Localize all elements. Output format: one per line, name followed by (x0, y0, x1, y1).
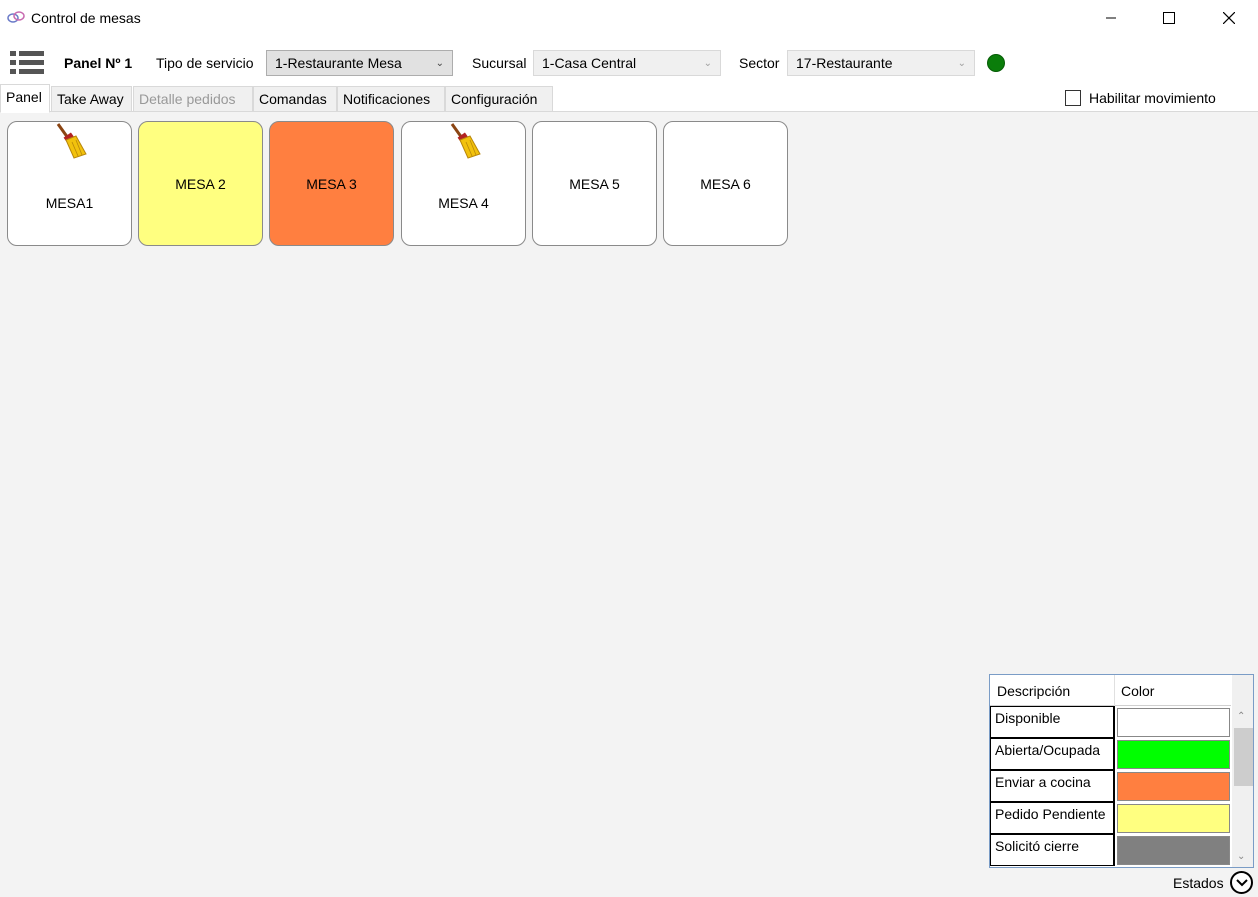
table-card-mesa5[interactable]: MESA 5 (532, 121, 657, 246)
tab-detalle-pedidos: Detalle pedidos (133, 86, 253, 112)
service-type-label: Tipo de servicio (156, 55, 254, 71)
scroll-down-icon[interactable]: ⌄ (1237, 851, 1246, 862)
branch-label: Sucursal (472, 55, 527, 71)
table-label: MESA 3 (306, 176, 357, 192)
table-card-mesa1[interactable]: MESA1 (7, 121, 132, 246)
chevron-down-icon: ⌄ (957, 58, 966, 69)
column-divider (1114, 675, 1115, 706)
legend-scrollbar[interactable]: ⌃ ⌄ (1232, 675, 1253, 867)
tab-label: Comandas (259, 91, 327, 107)
enable-movement-checkbox[interactable] (1065, 90, 1081, 106)
legend-toggle-button[interactable] (1230, 871, 1253, 894)
table-label: MESA 5 (569, 176, 620, 192)
tab-label: Take Away (57, 91, 124, 107)
legend-color-swatch (1117, 804, 1230, 833)
legend-description: Pedido Pendiente (990, 802, 1115, 834)
minimize-button[interactable] (1082, 0, 1140, 36)
list-menu-icon[interactable] (10, 50, 44, 76)
title-bar: Control de mesas (0, 0, 1258, 38)
tab-configuracion[interactable]: Configuración (445, 86, 553, 112)
maximize-button[interactable] (1140, 0, 1198, 36)
connection-status-indicator (987, 54, 1005, 72)
legend-row[interactable]: Pedido Pendiente (990, 802, 1231, 834)
chevron-down-icon (1235, 878, 1248, 886)
legend-header-color: Color (1121, 683, 1155, 699)
table-label: MESA 4 (438, 195, 489, 211)
tab-bar: Panel Take Away Detalle pedidos Comandas… (0, 84, 1258, 113)
panel-label: Panel Nº 1 (64, 55, 133, 71)
table-label: MESA 6 (700, 176, 751, 192)
tab-label: Configuración (451, 91, 538, 107)
tab-panel[interactable]: Panel (0, 84, 50, 113)
legend-description: Abierta/Ocupada (990, 738, 1115, 770)
service-type-value: 1-Restaurante Mesa (275, 55, 402, 71)
legend-row[interactable]: Solicitó cierre (990, 834, 1231, 866)
legend-description: Solicitó cierre (990, 834, 1115, 866)
broom-icon (450, 123, 481, 159)
legend-header-description: Descripción (997, 683, 1071, 699)
close-button[interactable] (1200, 0, 1258, 36)
close-icon (1223, 12, 1235, 24)
toolbar: Panel Nº 1 Tipo de servicio 1-Restaurant… (0, 38, 1258, 84)
legend-color-swatch (1117, 740, 1230, 769)
table-label: MESA1 (45, 195, 94, 211)
tab-comandas[interactable]: Comandas (253, 86, 337, 112)
broom-icon (56, 123, 87, 159)
tab-label: Panel (6, 89, 42, 105)
sector-value: 17-Restaurante (796, 55, 893, 71)
sector-select[interactable]: 17-Restaurante ⌄ (787, 50, 975, 76)
legend-description: Disponible (990, 706, 1115, 738)
maximize-icon (1163, 12, 1175, 24)
service-type-select[interactable]: 1-Restaurante Mesa ⌄ (266, 50, 453, 76)
table-card-mesa3[interactable]: MESA 3 (269, 121, 394, 246)
scrollbar-thumb[interactable] (1234, 728, 1253, 786)
tab-take-away[interactable]: Take Away (51, 86, 132, 112)
tab-notificaciones[interactable]: Notificaciones (337, 86, 445, 112)
tab-label: Notificaciones (343, 91, 431, 107)
legend-description: Enviar a cocina (990, 770, 1115, 802)
branch-select[interactable]: 1-Casa Central ⌄ (533, 50, 721, 76)
enable-movement-label: Habilitar movimiento (1089, 90, 1216, 106)
legend-header: Descripción Color (990, 675, 1231, 706)
legend-color-swatch (1117, 708, 1230, 737)
table-card-mesa6[interactable]: MESA 6 (663, 121, 788, 246)
scroll-up-icon[interactable]: ⌃ (1237, 711, 1246, 722)
minimize-icon (1106, 17, 1116, 19)
legend-toggle-label: Estados (1173, 875, 1224, 891)
window-title: Control de mesas (31, 10, 141, 26)
chevron-down-icon: ⌄ (435, 58, 444, 69)
legend-row[interactable]: Enviar a cocina (990, 770, 1231, 802)
legend-color-swatch (1117, 836, 1230, 865)
enable-movement-toggle[interactable]: Habilitar movimiento (1065, 90, 1216, 106)
chevron-down-icon: ⌄ (703, 58, 712, 69)
tab-label: Detalle pedidos (139, 91, 236, 107)
app-icon (7, 11, 25, 23)
table-card-mesa2[interactable]: MESA 2 (138, 121, 263, 246)
sector-label: Sector (739, 55, 780, 71)
legend-color-swatch (1117, 772, 1230, 801)
table-card-mesa4[interactable]: MESA 4 (401, 121, 526, 246)
legend-row[interactable]: Disponible (990, 706, 1231, 738)
table-label: MESA 2 (175, 176, 226, 192)
legend-row[interactable]: Abierta/Ocupada (990, 738, 1231, 770)
branch-value: 1-Casa Central (542, 55, 637, 71)
status-legend-grid: Descripción Color Disponible Abierta/Ocu… (989, 674, 1254, 868)
